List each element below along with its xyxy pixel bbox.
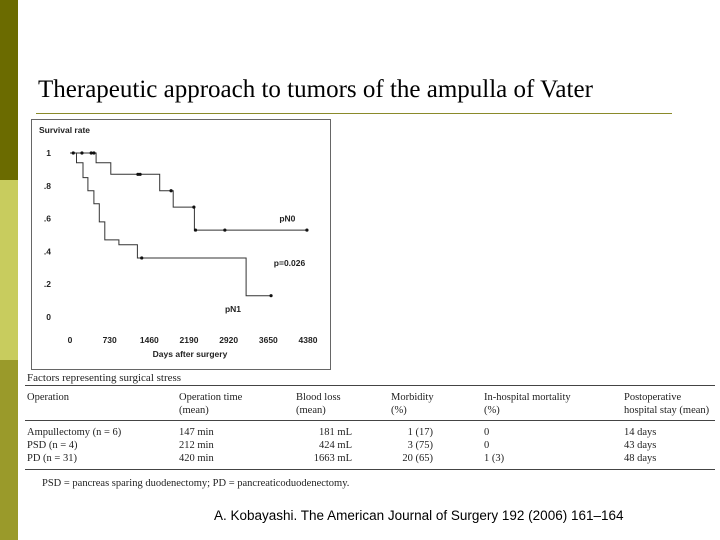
table-cell: PSD (n = 4): [27, 440, 78, 451]
table-cell: 181 mL: [319, 427, 352, 438]
header-hospital-stay-sub: hospital stay (mean): [624, 405, 710, 416]
y-tick-label: .8: [44, 181, 51, 191]
table-cell: 1 (17): [407, 427, 433, 438]
header-operation-time: Operation time: [179, 392, 243, 403]
censor-mark-pN0: [193, 228, 198, 232]
table-cell: 43 days: [624, 440, 657, 451]
header-morbidity: Morbidity: [391, 392, 434, 403]
citation: A. Kobayashi. The American Journal of Su…: [214, 508, 624, 523]
chart-annotations: pN0 p=0.026 pN1: [225, 214, 306, 314]
censor-mark-pN0: [223, 228, 227, 232]
censor-mark-pN0: [169, 189, 173, 193]
table-cell: 1 (3): [484, 453, 505, 464]
x-tick-label: 730: [103, 335, 117, 345]
y-tick-label: .6: [44, 214, 51, 224]
table-cell: 424 mL: [319, 440, 352, 451]
accent-bar-bottom: [0, 360, 18, 540]
header-blood-loss: Blood loss: [296, 392, 341, 403]
table-cell: 420 min: [179, 453, 214, 464]
table-cell: PD (n = 31): [27, 453, 77, 464]
x-tick-label: 2190: [180, 335, 199, 345]
y-tick-label: 0: [46, 312, 51, 322]
censor-mark-pN1: [140, 256, 144, 260]
table-title: Factors representing surgical stress: [27, 372, 182, 384]
chart-annotation: pN0: [279, 214, 295, 224]
chart-axes: Survival rate 0 .2 .4 .6 .8 1 0 730 1460 2190 2920 3…: [39, 125, 318, 359]
censor-mark-pN0: [92, 151, 96, 155]
table-cell: 0: [484, 427, 490, 438]
table-cell: 3 (75): [407, 440, 433, 451]
table-cell: 48 days: [624, 453, 657, 464]
chart-frame: [31, 119, 331, 370]
y-tick-label: .2: [44, 279, 51, 289]
table-cell: 212 min: [179, 440, 214, 451]
series-line-pN1: [70, 152, 272, 297]
censor-mark-pN0: [89, 151, 93, 155]
header-morbidity-sub: (%): [391, 405, 407, 416]
x-axis-label: Days after surgery: [153, 349, 228, 359]
slide-title: Therapeutic approach to tumors of the am…: [38, 76, 593, 103]
x-tick-label: 3650: [259, 335, 278, 345]
table-cell: 14 days: [624, 427, 657, 438]
header-blood-loss-sub: (mean): [296, 405, 326, 416]
table-cell: 147 min: [179, 427, 214, 438]
chart-series: [70, 151, 309, 298]
header-hospital-stay: Postoperative: [624, 392, 682, 403]
series-line-pN0: [70, 152, 307, 231]
header-mortality: In-hospital mortality: [484, 392, 571, 403]
chart-annotation: pN1: [225, 304, 241, 314]
title-underline: [36, 113, 672, 114]
table-cell: 20 (65): [402, 453, 433, 464]
accent-bar-top: [0, 0, 18, 180]
table-footnote: PSD = pancreas sparing duodenectomy; PD …: [42, 478, 350, 489]
x-tick-label: 0: [68, 335, 73, 345]
survival-chart: Survival rate 0 .2 .4 .6 .8 1 0 730 1460 2190 2920 3…: [39, 125, 318, 359]
y-axis-label: Survival rate: [39, 125, 90, 135]
y-tick-label: .4: [44, 246, 51, 256]
censor-mark-pN0: [80, 151, 84, 155]
y-tick-label: 1: [46, 148, 51, 158]
censor-mark-pN1: [71, 151, 75, 155]
censor-mark-pN0: [138, 172, 142, 176]
censor-mark-pN0: [192, 205, 196, 209]
header-operation: Operation: [27, 392, 69, 403]
table-cell: Ampullectomy (n = 6): [27, 427, 122, 438]
table-bottom-rule: [25, 469, 715, 470]
header-mortality-sub: (%): [484, 405, 500, 416]
censor-mark-pN1: [269, 294, 273, 298]
table-cell: 0: [484, 440, 490, 451]
censor-mark-pN0: [305, 228, 309, 232]
x-tick-label: 2920: [219, 335, 238, 345]
header-operation-time-sub: (mean): [179, 405, 209, 416]
table-header-rule: [25, 420, 715, 421]
accent-bar-middle: [0, 180, 18, 360]
table-cell: 1663 mL: [313, 453, 352, 464]
table-top-rule: [25, 385, 715, 386]
chart-annotation: p=0.026: [274, 258, 306, 268]
x-tick-label: 1460: [140, 335, 159, 345]
x-tick-label: 4380: [299, 335, 318, 345]
